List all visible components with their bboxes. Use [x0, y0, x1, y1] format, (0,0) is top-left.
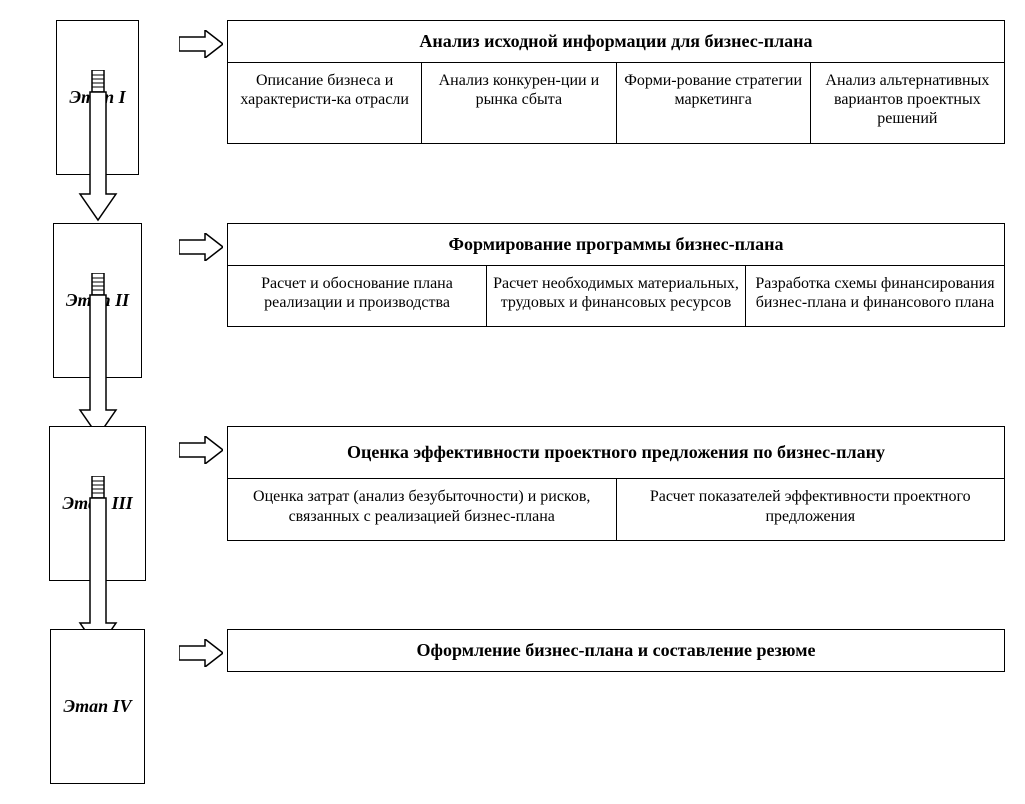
- stage-row-3: Этап III Оценка эффективности проектного…: [20, 426, 1005, 581]
- cell-2-2: Расчет необходимых материальных, трудовы…: [487, 266, 746, 326]
- content-block-3: Оценка эффективности проектного предложе…: [227, 426, 1005, 541]
- stage-row-1: Этап I Анализ исходной: [20, 20, 1005, 175]
- stage-row-4: Этап IV Оформление бизнес-плана и состав…: [20, 629, 1005, 784]
- content-cells-3: Оценка затрат (анализ безубыточности) и …: [228, 479, 1004, 539]
- content-header-4: Оформление бизнес-плана и составление ре…: [228, 630, 1004, 671]
- right-arrow-3: [179, 436, 223, 464]
- stage-label-4: Этап IV: [50, 629, 144, 784]
- content-cells-2: Расчет и обоснование плана реализации и …: [228, 266, 1004, 326]
- down-arrow-2: [78, 273, 118, 443]
- cell-1-2: Анализ конкурен-ции и рынка сбыта: [422, 63, 616, 143]
- cell-3-2: Расчет показателей эффективности проектн…: [617, 479, 1005, 539]
- right-arrow-1: [179, 30, 223, 58]
- cell-1-1: Описание бизнеса и характеристи-ка отрас…: [228, 63, 422, 143]
- right-arrow-4: [179, 639, 223, 667]
- content-block-2: Формирование программы бизнес-плана Расч…: [227, 223, 1005, 327]
- flowchart: Этап I Анализ исходной: [20, 20, 1005, 784]
- cell-3-1: Оценка затрат (анализ безубыточности) и …: [228, 479, 617, 539]
- cell-1-3: Форми-рование стратегии маркетинга: [617, 63, 811, 143]
- content-header-3: Оценка эффективности проектного предложе…: [228, 427, 1004, 479]
- stage-row-2: Этап II Формирование программы бизнес-пл…: [20, 223, 1005, 378]
- content-header-1: Анализ исходной информации для бизнес-пл…: [228, 21, 1004, 63]
- right-arrow-2: [179, 233, 223, 261]
- cell-2-3: Разработка схемы финансирования бизнес-п…: [746, 266, 1004, 326]
- content-block-4: Оформление бизнес-плана и составление ре…: [227, 629, 1005, 672]
- content-cells-1: Описание бизнеса и характеристи-ка отрас…: [228, 63, 1004, 143]
- content-block-1: Анализ исходной информации для бизнес-пл…: [227, 20, 1005, 144]
- content-header-2: Формирование программы бизнес-плана: [228, 224, 1004, 266]
- down-arrow-1: [78, 70, 118, 227]
- cell-1-4: Анализ альтернативных вариантов проектны…: [811, 63, 1004, 143]
- cell-2-1: Расчет и обоснование плана реализации и …: [228, 266, 487, 326]
